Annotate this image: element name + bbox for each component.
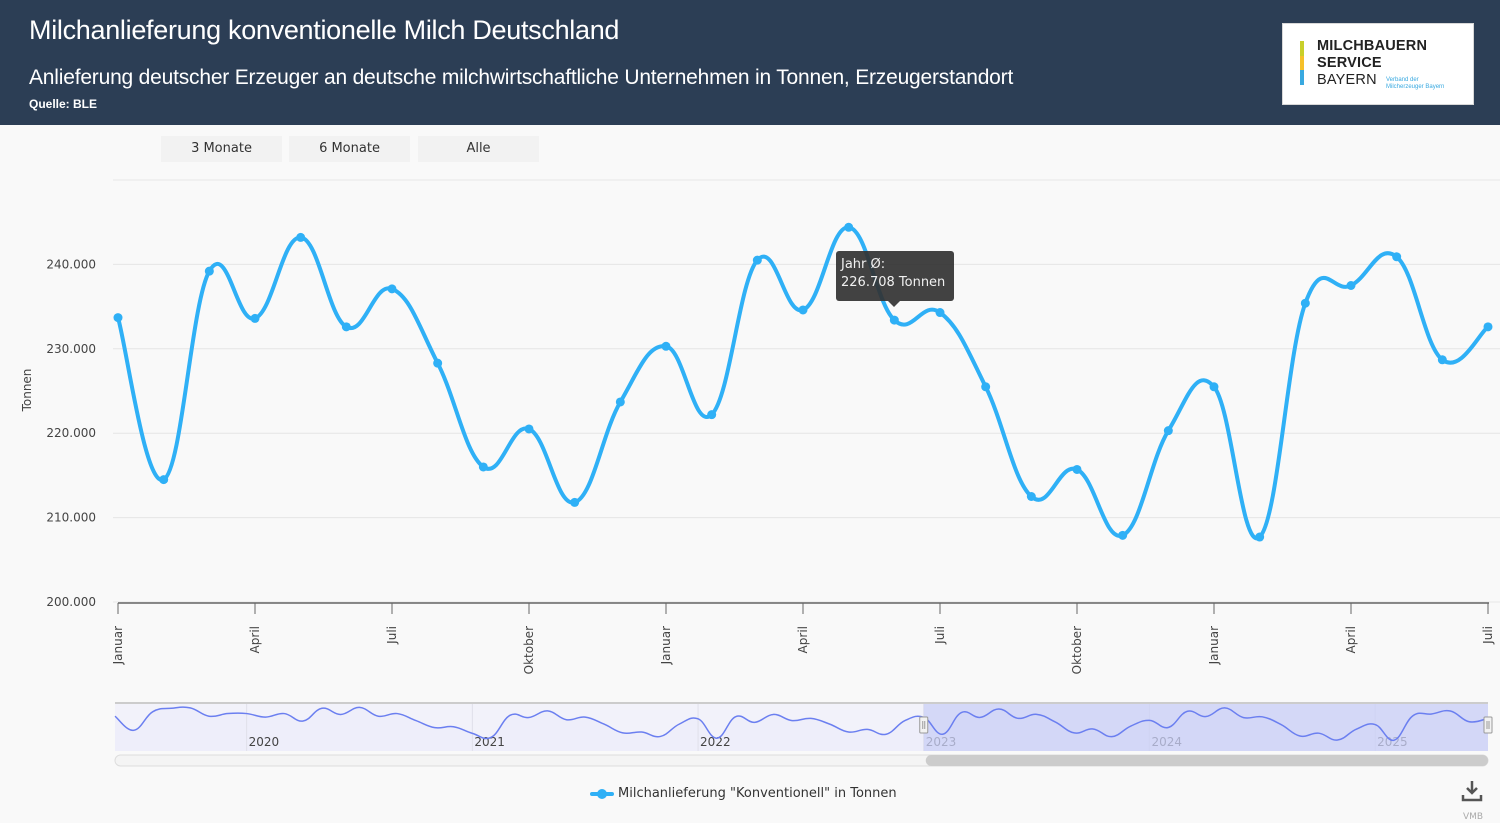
data-point-2024-04[interactable] (798, 305, 808, 315)
data-point-2025-01[interactable] (1209, 382, 1219, 392)
data-point-2024-08[interactable] (981, 382, 991, 392)
logo-line-3: BAYERN (1317, 72, 1377, 88)
data-point-2023-02[interactable] (159, 475, 169, 485)
scrollbar-thumb[interactable] (925, 755, 1488, 766)
data-point-2024-10[interactable] (1072, 464, 1082, 474)
data-point-2025-07[interactable] (1483, 322, 1493, 332)
logo-line-2: SERVICE (1317, 55, 1382, 71)
x-tick-label: Januar (111, 626, 125, 665)
data-point-2023-08[interactable] (433, 358, 443, 368)
range-button-alle[interactable]: Alle (418, 136, 539, 162)
data-point-2024-09[interactable] (1026, 492, 1036, 501)
y-axis: 200.000 210.000 220.000 230.000 240.000 (46, 257, 96, 609)
navigator-year-label: 2022 (700, 735, 731, 749)
logo-tagline-2: Milcherzeuger Bayern (1386, 84, 1445, 90)
y-tick-label: 210.000 (46, 511, 96, 525)
data-point-2023-11[interactable] (570, 497, 580, 507)
data-point-2023-07[interactable] (387, 284, 397, 294)
logo-color-bar-icon (1300, 41, 1304, 85)
x-tick-label: April (248, 626, 262, 653)
milchbauern-service-bayern-logo: MILCHBAUERN SERVICE BAYERN Verband der M… (1282, 23, 1474, 105)
data-point-2025-05[interactable] (1392, 252, 1402, 262)
data-point-2023-04[interactable] (250, 313, 260, 323)
legend-line-marker-icon (590, 788, 614, 800)
logo-wordmark: MILCHBAUERN SERVICE BAYERN (1317, 38, 1427, 89)
x-tick-label: Oktober (522, 626, 536, 674)
data-point-2023-10[interactable] (524, 424, 534, 434)
tooltip-label: Jahr Ø: (841, 257, 886, 272)
y-tick-label: 200.000 (46, 595, 96, 609)
range-button-6-monate[interactable]: 6 Monate (289, 136, 410, 162)
x-axis: Januar April Juli Oktober Januar April Juli Okt… (111, 602, 1495, 674)
data-point-2023-03[interactable] (204, 266, 214, 276)
credit-text: VMB (1463, 812, 1484, 822)
tooltip-value: 226.708 Tonnen (841, 275, 946, 290)
data-point-2025-02[interactable] (1255, 532, 1265, 542)
legend-item[interactable]: Milchanlieferung "Konventionell" in Tonn… (590, 786, 897, 801)
chart-subtitle: Anlieferung deutscher Erzeuger an deutsc… (29, 66, 1014, 89)
export-button[interactable] (1456, 776, 1488, 806)
series-milchanlieferung[interactable] (113, 222, 1493, 542)
tooltip: Jahr Ø: 226.708 Tonnen (836, 251, 954, 307)
data-point-2024-02[interactable] (707, 410, 717, 420)
x-tick-label: Juli (1481, 626, 1495, 645)
x-tick-label: Juli (385, 626, 399, 645)
data-point-2024-12[interactable] (1163, 426, 1173, 436)
y-tick-label: 240.000 (46, 257, 96, 271)
data-point-2024-07[interactable] (935, 308, 945, 318)
chart-header: Milchanlieferung konventionelle Milch De… (0, 0, 1500, 125)
data-point-2025-04[interactable] (1346, 281, 1356, 290)
navigator-selection-mask[interactable] (923, 703, 1488, 751)
series-line (116, 225, 1490, 541)
y-tick-label: 220.000 (46, 426, 96, 440)
data-point-2023-06[interactable] (341, 322, 351, 332)
x-tick-label: April (796, 626, 810, 653)
gridlines (113, 179, 1500, 603)
data-point-2025-03[interactable] (1300, 298, 1310, 308)
navigator-handle-left[interactable] (919, 716, 929, 734)
range-button-3-monate[interactable]: 3 Monate (161, 136, 282, 162)
data-point-2025-06[interactable] (1437, 355, 1447, 365)
y-tick-label: 230.000 (46, 342, 96, 356)
logo-tagline: Verband der Milcherzeuger Bayern (1386, 77, 1444, 91)
legend-label: Milchanlieferung "Konventionell" in Tonn… (618, 786, 897, 801)
data-point-2023-09[interactable] (478, 462, 488, 472)
data-point-2024-03[interactable] (752, 255, 762, 265)
navigator-year-label: 2021 (474, 735, 505, 749)
x-tick-label: Januar (659, 626, 673, 665)
data-point-2023-12[interactable] (615, 397, 625, 407)
data-point-2023-01[interactable] (113, 313, 123, 323)
data-point-2024-05[interactable] (844, 222, 854, 232)
navigator-year-label: 2020 (249, 735, 280, 749)
y-axis-title: Tonnen (20, 369, 34, 413)
x-tick-label: Juli (933, 626, 947, 645)
logo-line-1: MILCHBAUERN (1317, 38, 1428, 54)
navigator-series-line (114, 706, 1489, 741)
x-tick-label: Januar (1207, 626, 1221, 665)
data-point-2024-11[interactable] (1118, 530, 1128, 540)
navigator-handle-right[interactable] (1483, 716, 1493, 734)
x-tick-label: Oktober (1070, 626, 1084, 674)
data-point-2024-01[interactable] (661, 341, 671, 351)
source-caption: Quelle: BLE (29, 97, 98, 111)
logo-tagline-1: Verband der (1386, 77, 1419, 83)
x-tick-label: April (1344, 626, 1358, 653)
download-icon (1461, 781, 1483, 802)
data-point-2023-05[interactable] (296, 232, 306, 242)
chart-title: Milchanlieferung konventionelle Milch De… (29, 15, 620, 45)
data-point-2024-06[interactable] (889, 315, 899, 325)
navigator[interactable]: 202020212022202320242025 (114, 702, 1493, 767)
